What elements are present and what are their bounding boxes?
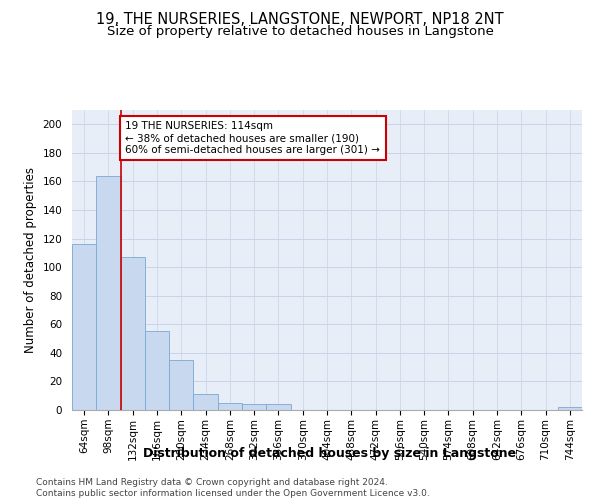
Text: Size of property relative to detached houses in Langstone: Size of property relative to detached ho… (107, 25, 493, 38)
Bar (558, 407, 582, 410)
Text: 19, THE NURSERIES, LANGSTONE, NEWPORT, NP18 2NT: 19, THE NURSERIES, LANGSTONE, NEWPORT, N… (96, 12, 504, 28)
Text: Contains HM Land Registry data © Crown copyright and database right 2024.
Contai: Contains HM Land Registry data © Crown c… (36, 478, 430, 498)
Y-axis label: Number of detached properties: Number of detached properties (24, 167, 37, 353)
Bar (145, 332, 169, 410)
Bar (96, 176, 121, 410)
Bar (169, 360, 193, 410)
Text: Distribution of detached houses by size in Langstone: Distribution of detached houses by size … (143, 448, 517, 460)
Bar (218, 403, 242, 410)
Bar (193, 394, 218, 410)
Bar (121, 257, 145, 410)
Bar (72, 244, 96, 410)
Text: 19 THE NURSERIES: 114sqm
← 38% of detached houses are smaller (190)
60% of semi-: 19 THE NURSERIES: 114sqm ← 38% of detach… (125, 122, 380, 154)
Bar (266, 404, 290, 410)
Bar (242, 404, 266, 410)
